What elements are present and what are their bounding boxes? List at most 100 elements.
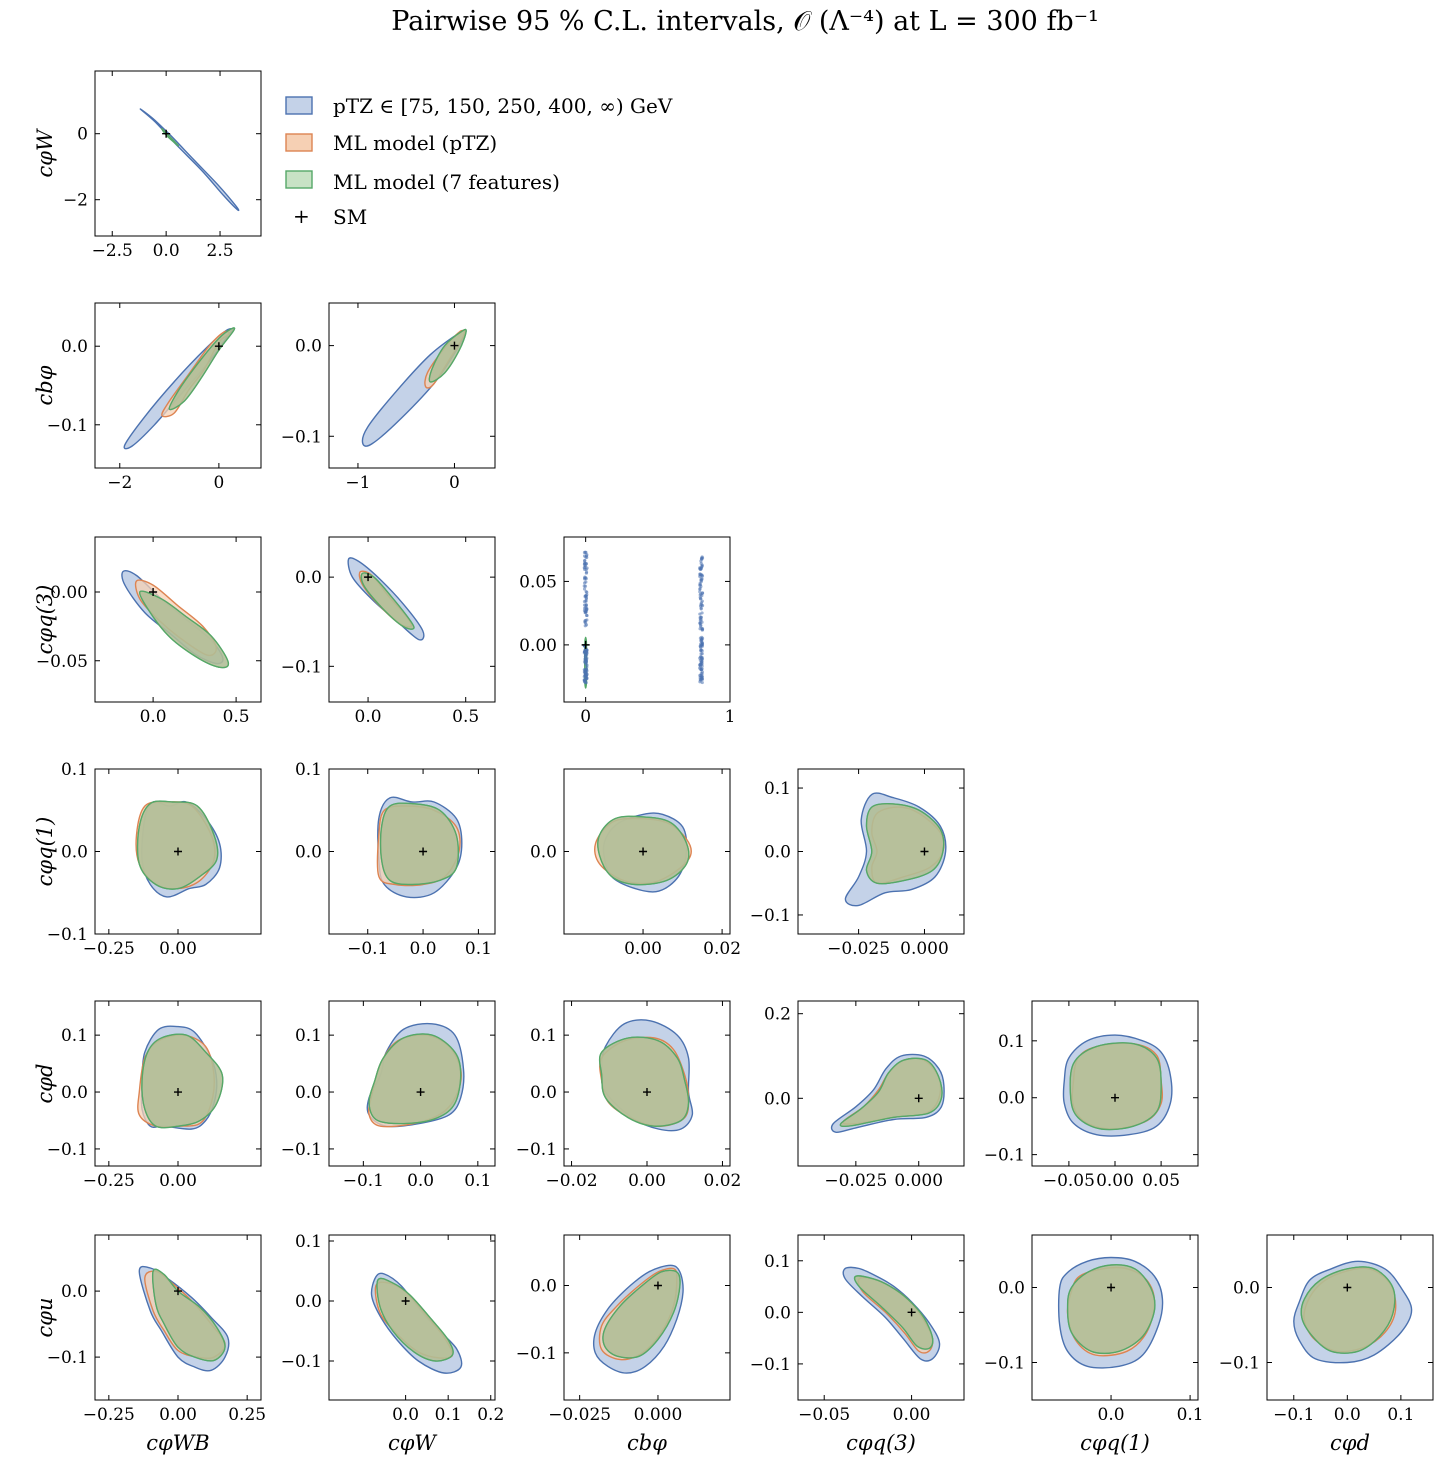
- scatter-point: [699, 561, 703, 565]
- scatter-point: [700, 667, 704, 671]
- x-tick-label: −0.025: [548, 1405, 611, 1425]
- y-tick-label: 0.0: [530, 843, 557, 863]
- contour-overlap: [1300, 1266, 1396, 1354]
- y-tick-label: 0.0: [530, 1277, 557, 1297]
- panel-cu-vs-cWB: −0.25 0.00 0.25 −0.1 0.0: [47, 1234, 266, 1425]
- contour-blue: [139, 108, 240, 212]
- x-tick-label: 0.02: [704, 1171, 742, 1191]
- y-tick-label: −0.1: [281, 657, 322, 677]
- scatter-point: [583, 550, 587, 554]
- scatter-point: [699, 578, 704, 582]
- panel-contours: [598, 1019, 694, 1132]
- contour-overlap: [136, 800, 219, 890]
- contour-overlap: [168, 327, 236, 411]
- y-tick-label: 0.1: [295, 1026, 322, 1046]
- scatter-point: [585, 593, 589, 597]
- sm-marker: [450, 341, 459, 350]
- x-tick-label: 0.02: [703, 939, 741, 959]
- scatter-point: [700, 655, 704, 660]
- y-tick-label: −0.05: [36, 652, 88, 672]
- scatter-point: [698, 680, 702, 684]
- legend-label-sm: SM: [333, 205, 367, 229]
- x-tick-label: −0.05: [798, 1405, 850, 1425]
- legend-orange-patch: [285, 133, 313, 152]
- sm-marker: [364, 573, 373, 582]
- figure-title: Pairwise 95 % C.L. intervals, 𝒪 (Λ⁻⁴) at…: [391, 6, 1099, 37]
- y-axis-label-cd: cφd: [33, 1064, 57, 1104]
- y-tick-label: 0.1: [295, 1232, 322, 1252]
- x-tick-label: −0.1: [343, 1171, 384, 1191]
- x-tick-label: 0.0: [355, 707, 382, 727]
- sm-marker: [162, 129, 171, 138]
- x-tick-label: 0.0: [153, 241, 180, 261]
- panel-cd-vs-cWB: −0.25 0.00 −0.1 0.0 0.1: [47, 1000, 262, 1191]
- x-tick-label: 0.05: [1142, 1171, 1180, 1191]
- panel-cu-vs-cd: −0.1 0.0 0.1 −0.1 0.0: [1219, 1234, 1434, 1425]
- y-tick-label: −0.1: [281, 1140, 322, 1160]
- scatter-point: [699, 640, 704, 644]
- x-tick-label: 0.00: [893, 1405, 931, 1425]
- panel-c3-vs-cb: 0 1 0.00 0.05: [519, 536, 735, 727]
- y-tick-label: 0.0: [61, 1282, 88, 1302]
- x-tick-label: −0.02: [545, 1171, 597, 1191]
- x-tick-label: 0.1: [435, 1405, 462, 1425]
- scatter-point: [700, 626, 704, 631]
- y-tick-label: 0.00: [50, 583, 88, 603]
- x-tick-label: 0.0: [407, 1171, 434, 1191]
- panel-contours: [1057, 1256, 1164, 1369]
- y-tick-label: 0.05: [519, 572, 557, 592]
- y-tick-label: 0.0: [295, 1292, 322, 1312]
- panel-c3-vs-cW: 0.0 0.5 −0.1 0.0: [281, 536, 496, 727]
- y-tick-label: 0: [77, 125, 88, 145]
- panel-contours: [830, 1053, 945, 1134]
- sm-marker: [174, 1287, 182, 1296]
- x-tick-label: −0.25: [83, 939, 135, 959]
- contour-overlap: [839, 1057, 943, 1127]
- y-tick-label: −0.1: [516, 1344, 557, 1364]
- scatter-point: [584, 571, 588, 575]
- contour-overlap: [161, 128, 179, 147]
- x-axis-label-c1: cφq(1): [1080, 1431, 1150, 1455]
- panel-frame: [94, 70, 262, 237]
- contour-overlap: [853, 1275, 934, 1350]
- panel-contours: [593, 1264, 684, 1374]
- scatter-point: [583, 565, 587, 569]
- y-tick-label: 0.0: [764, 843, 791, 863]
- x-tick-label: −0.1: [347, 939, 388, 959]
- panel-cd-vs-c3: −0.025 0.000 0.0 0.2: [764, 1000, 965, 1191]
- x-tick-label: 0.00: [1096, 1171, 1134, 1191]
- scatter-point: [699, 597, 703, 601]
- panel-frame: [1266, 1234, 1434, 1401]
- y-tick-label: 0.0: [295, 337, 322, 357]
- x-tick-label: 2.5: [207, 241, 234, 261]
- y-tick-label: 0.1: [998, 1032, 1025, 1052]
- y-tick-label: 0.00: [519, 636, 557, 656]
- panel-contours: [370, 1272, 463, 1374]
- scatter-point: [698, 658, 703, 662]
- x-tick-label: 0.0: [410, 939, 437, 959]
- scatter-point: [700, 649, 704, 653]
- panel-cu-vs-cb: −0.025 0.000 −0.1 0.0: [516, 1234, 731, 1425]
- x-tick-label: 0.2: [477, 1405, 504, 1425]
- panel-contours: [139, 108, 240, 212]
- scatter-point: [699, 557, 704, 561]
- scatter-point: [583, 561, 587, 566]
- x-tick-label: −0.025: [824, 1171, 887, 1191]
- sm-marker: [1343, 1283, 1352, 1292]
- y-tick-label: 0.0: [530, 1083, 557, 1103]
- legend-label-binned: pTZ ∈ [75, 150, 250, 400, ∞) GeV: [333, 94, 673, 118]
- panel-c1-vs-cWB: −0.25 0.00 −0.1 0.0 0.1: [47, 760, 262, 959]
- panel-cu-vs-c1: 0.0 0.1 −0.1 0.0: [984, 1234, 1204, 1425]
- contour-overlap: [865, 803, 945, 885]
- x-tick-label: −0.05: [1043, 1171, 1095, 1191]
- contour-overlap: [360, 572, 415, 630]
- y-tick-label: −0.1: [750, 906, 791, 926]
- y-tick-label: 0.1: [764, 779, 791, 799]
- scatter-point: [698, 587, 702, 591]
- x-tick-label: 0.25: [228, 1405, 266, 1425]
- y-tick-label: 0.0: [764, 1303, 791, 1323]
- y-tick-label: 0.1: [530, 1026, 557, 1046]
- y-tick-label: 0.1: [61, 1026, 88, 1046]
- y-tick-label: 0.0: [1233, 1279, 1260, 1299]
- x-tick-label: 0.00: [624, 939, 662, 959]
